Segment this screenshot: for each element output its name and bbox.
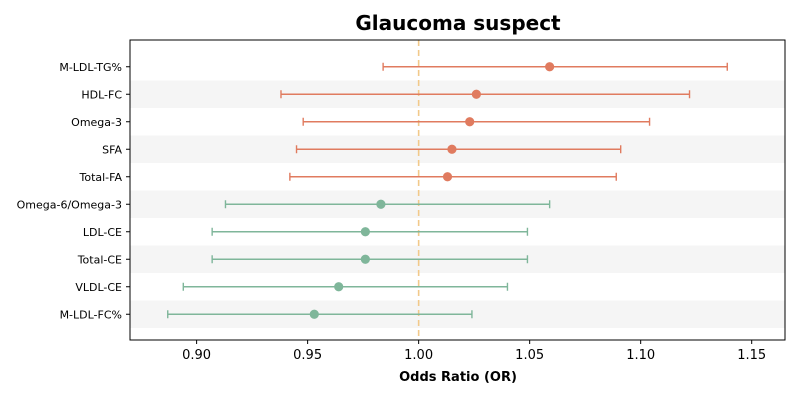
y-tick-label: VLDL-CE [75, 281, 122, 294]
y-tick-label: Total-CE [77, 253, 122, 266]
x-axis-ticks: 0.90 0.95 1.00 1.05 1.10 1.15 [182, 340, 766, 363]
y-tick-label: M-LDL-TG% [59, 61, 122, 74]
estimate-point [545, 62, 555, 72]
y-tick-label: M-LDL-FC% [60, 308, 122, 321]
y-tick-label: Total-FA [78, 171, 122, 184]
estimate-point [447, 144, 457, 154]
estimate-point [360, 227, 370, 237]
x-tick-label: 0.95 [293, 348, 322, 363]
estimate-point [465, 117, 475, 127]
y-tick-label: SFA [102, 143, 122, 156]
y-tick-label: LDL-CE [83, 226, 122, 239]
y-axis-ticks: M-LDL-TG% HDL-FC Omega-3 SFA Total-FA Omega-6… [17, 61, 130, 321]
estimate-point [334, 282, 344, 292]
chart-title: Glaucoma suspect [355, 11, 561, 35]
plot-frame [129, 39, 786, 341]
y-tick-label: HDL-FC [81, 88, 122, 101]
estimate-point [376, 199, 386, 209]
x-tick-label: 1.10 [626, 348, 655, 363]
estimate-point [360, 254, 370, 264]
x-tick-label: 1.00 [404, 348, 433, 363]
x-tick-label: 1.15 [737, 348, 766, 363]
x-tick-label: 0.90 [182, 348, 211, 363]
x-tick-label: 1.05 [515, 348, 544, 363]
x-axis-label: Odds Ratio (OR) [399, 370, 517, 385]
y-tick-label: Omega-3 [71, 116, 122, 129]
estimate-point [442, 172, 453, 182]
y-tick-label: Omega-6/Omega-3 [17, 198, 122, 211]
estimate-point [309, 309, 319, 319]
estimate-point [471, 89, 481, 99]
estimate-marks [167, 62, 728, 319]
